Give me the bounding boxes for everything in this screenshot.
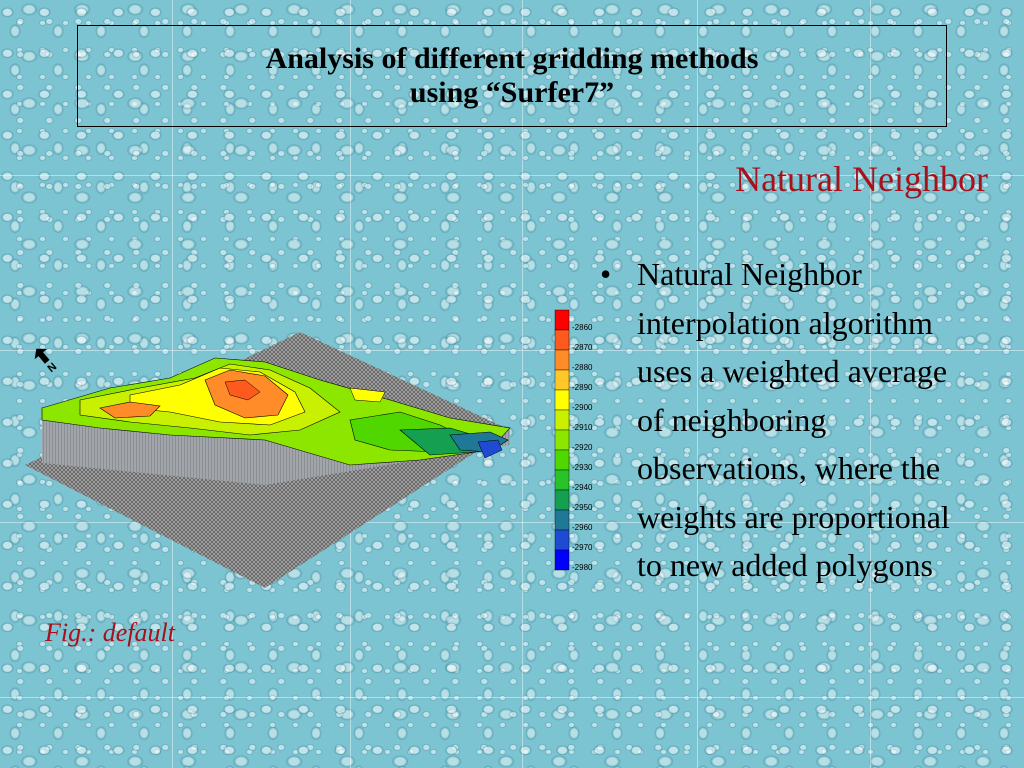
colorbar-swatch bbox=[554, 329, 570, 351]
bullet-dot-icon: • bbox=[600, 256, 612, 292]
colorbar-swatch bbox=[554, 429, 570, 451]
colorbar-tick-label: -2860 bbox=[572, 323, 593, 332]
colorbar-tick-label: -2960 bbox=[572, 523, 593, 532]
background-grid-line bbox=[0, 522, 1024, 523]
colorbar-swatch bbox=[554, 349, 570, 371]
colorbar-swatch bbox=[554, 369, 570, 391]
colorbar-swatch bbox=[554, 389, 570, 411]
colorbar-swatch bbox=[554, 409, 570, 431]
colorbar-tick-label: -2970 bbox=[572, 543, 593, 552]
colorbar-tick-label: -2910 bbox=[572, 423, 593, 432]
colorbar-tick-label: -2920 bbox=[572, 443, 593, 452]
background-grid-line bbox=[522, 0, 523, 768]
surface-figure: N -2860 -2870 -2880 -2890 -2900 -2910 -2920 -29… bbox=[25, 309, 593, 588]
colorbar-swatch bbox=[554, 549, 570, 571]
colorbar: -2860 -2870 -2880 -2890 -2900 -2910 -2920 -2930… bbox=[554, 309, 593, 572]
surface-mesh bbox=[41, 357, 511, 466]
colorbar-swatch bbox=[554, 449, 570, 471]
colorbar-tick-label: -2890 bbox=[572, 383, 593, 392]
bullet-item: • Natural Neighbor interpolation algorit… bbox=[600, 250, 980, 590]
background-grid-line bbox=[0, 350, 1024, 351]
background-grid-line bbox=[697, 0, 698, 768]
north-arrow-label: N bbox=[45, 361, 59, 375]
colorbar-swatch bbox=[554, 469, 570, 491]
title-box: Analysis of different gridding methods u… bbox=[77, 25, 947, 127]
colorbar-tick-label: -2950 bbox=[572, 503, 593, 512]
colorbar-tick-label: -2930 bbox=[572, 463, 593, 472]
colorbar-swatch bbox=[554, 509, 570, 531]
colorbar-tick-label: -2880 bbox=[572, 363, 593, 372]
colorbar-swatch bbox=[554, 489, 570, 511]
background-grid-line bbox=[0, 697, 1024, 698]
bullet-list: • Natural Neighbor interpolation algorit… bbox=[600, 250, 980, 590]
figure-caption: Fig.: default bbox=[45, 618, 175, 647]
colorbar-tick-label: -2900 bbox=[572, 403, 593, 412]
slide-title: Analysis of different gridding methods u… bbox=[265, 42, 759, 109]
bullet-text: Natural Neighbor interpolation algorithm… bbox=[637, 256, 950, 583]
background-grid-line bbox=[0, 175, 1024, 176]
colorbar-tick-label: -2980 bbox=[572, 563, 593, 572]
colorbar-swatch bbox=[554, 529, 570, 551]
slide-subtitle: Natural Neighbor bbox=[735, 159, 988, 199]
colorbar-swatch bbox=[554, 309, 570, 331]
colorbar-tick-label: -2870 bbox=[572, 343, 593, 352]
colorbar-tick-label: -2940 bbox=[572, 483, 593, 492]
north-arrow-icon: N bbox=[34, 348, 59, 375]
background-grid-line bbox=[870, 0, 871, 768]
